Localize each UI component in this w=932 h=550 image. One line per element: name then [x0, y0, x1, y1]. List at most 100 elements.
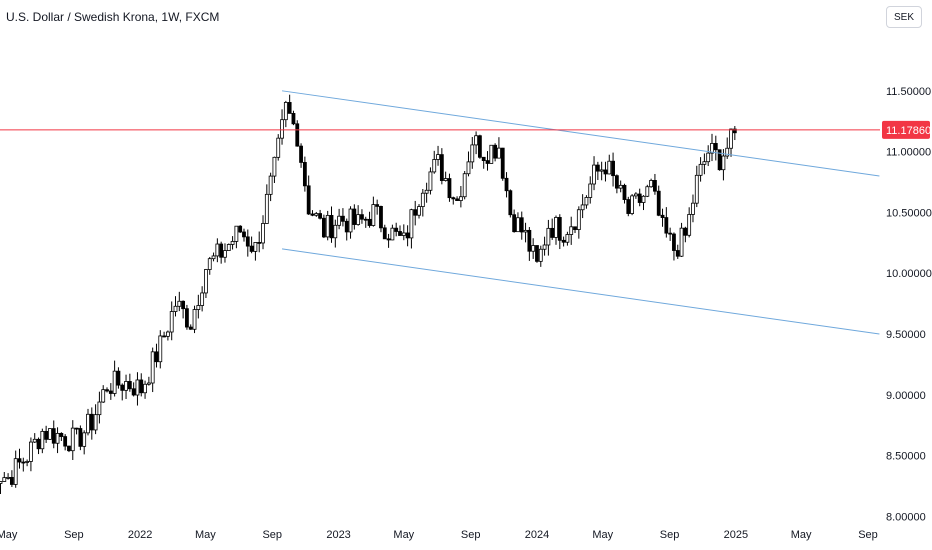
- candle: [51, 420, 56, 449]
- channel-lower-line[interactable]: [281, 248, 880, 335]
- candle: [382, 224, 387, 240]
- currency-button[interactable]: SEK: [886, 6, 922, 28]
- candle: [375, 199, 380, 215]
- candle: [318, 209, 322, 220]
- x-tick-label: 2022: [128, 529, 152, 541]
- candle: [664, 207, 669, 238]
- candle-body: [360, 214, 364, 220]
- candle-body: [264, 193, 269, 224]
- candle-body: [531, 245, 536, 252]
- candle-body: [120, 384, 125, 391]
- candle-body: [401, 232, 406, 236]
- candle-body: [219, 243, 224, 258]
- candle: [169, 301, 174, 341]
- candle: [257, 231, 262, 253]
- candle: [219, 241, 224, 264]
- candle: [158, 330, 163, 369]
- candle: [13, 450, 18, 488]
- candle: [417, 204, 421, 219]
- candle: [618, 180, 623, 193]
- candle-body: [188, 326, 193, 330]
- candle: [341, 208, 345, 227]
- candle-body: [32, 438, 37, 443]
- candle-body: [44, 430, 49, 440]
- candle: [656, 185, 661, 217]
- candle-body: [485, 160, 490, 164]
- candle: [458, 186, 463, 208]
- x-tick-label: 2024: [525, 529, 549, 541]
- candle-body: [63, 436, 68, 447]
- price-axis[interactable]: 11.50000 11.00000 10.50000 10.00000 9.50000 9…: [882, 86, 932, 524]
- candle-body: [268, 175, 273, 195]
- candle-body: [291, 113, 296, 125]
- candle-body: [253, 242, 258, 252]
- candle: [32, 433, 37, 443]
- candle-body: [17, 458, 22, 463]
- candle-body: [489, 144, 494, 164]
- candle-body: [89, 413, 94, 431]
- candle-body: [249, 245, 254, 252]
- candle: [546, 219, 551, 256]
- candle: [592, 156, 596, 191]
- candle-body: [672, 233, 676, 251]
- candle: [283, 100, 288, 128]
- candle-body: [329, 215, 334, 239]
- candle: [649, 178, 654, 188]
- candle-body: [546, 227, 551, 246]
- candle: [542, 236, 547, 256]
- candle-body: [314, 213, 319, 216]
- candle-body: [516, 217, 520, 233]
- candle-body: [394, 227, 399, 232]
- candle-body: [40, 430, 45, 450]
- candle: [694, 165, 699, 208]
- candle: [242, 228, 246, 242]
- candle-body: [497, 147, 501, 159]
- candle-body: [626, 199, 631, 214]
- candle-body: [261, 223, 265, 244]
- candle: [398, 225, 402, 236]
- candle: [177, 291, 182, 312]
- candle: [223, 243, 227, 263]
- candle-body: [618, 184, 623, 189]
- candle: [584, 195, 589, 209]
- candle-body: [656, 190, 661, 216]
- candle: [710, 133, 714, 162]
- x-tick-label: 2025: [724, 529, 748, 541]
- candle-body: [192, 309, 197, 330]
- time-axis[interactable]: May Sep 2022 May Sep 2023 May Sep 2024 May Sep 2025…: [0, 529, 878, 541]
- candle-body: [649, 180, 654, 188]
- candle: [455, 196, 459, 201]
- candle-body: [386, 238, 391, 241]
- candle-body: [653, 180, 657, 192]
- candle: [409, 208, 414, 249]
- candle-body: [287, 102, 292, 114]
- candle: [508, 189, 513, 218]
- candle-body: [310, 213, 315, 216]
- candle: [0, 481, 3, 494]
- candle: [348, 206, 353, 239]
- candle: [493, 143, 498, 162]
- candle-body: [9, 476, 14, 485]
- candle: [63, 434, 68, 451]
- candle-body: [207, 258, 212, 270]
- candle-body: [325, 215, 330, 238]
- candle: [466, 151, 471, 177]
- candle-body: [257, 242, 262, 244]
- candle-body: [162, 335, 166, 338]
- candle-body: [352, 208, 357, 225]
- candle-body: [694, 174, 699, 204]
- candle-body: [276, 137, 281, 158]
- candle: [485, 151, 490, 171]
- candle-body: [565, 234, 570, 243]
- candle: [523, 222, 528, 243]
- channel-upper-line[interactable]: [281, 90, 880, 177]
- candle-body: [169, 311, 174, 333]
- candle-body: [0, 481, 3, 484]
- candle-body: [211, 255, 216, 260]
- candle: [614, 174, 619, 194]
- candle-body: [527, 229, 532, 252]
- candle: [497, 137, 501, 159]
- candle: [131, 382, 136, 397]
- candle-body: [561, 239, 566, 243]
